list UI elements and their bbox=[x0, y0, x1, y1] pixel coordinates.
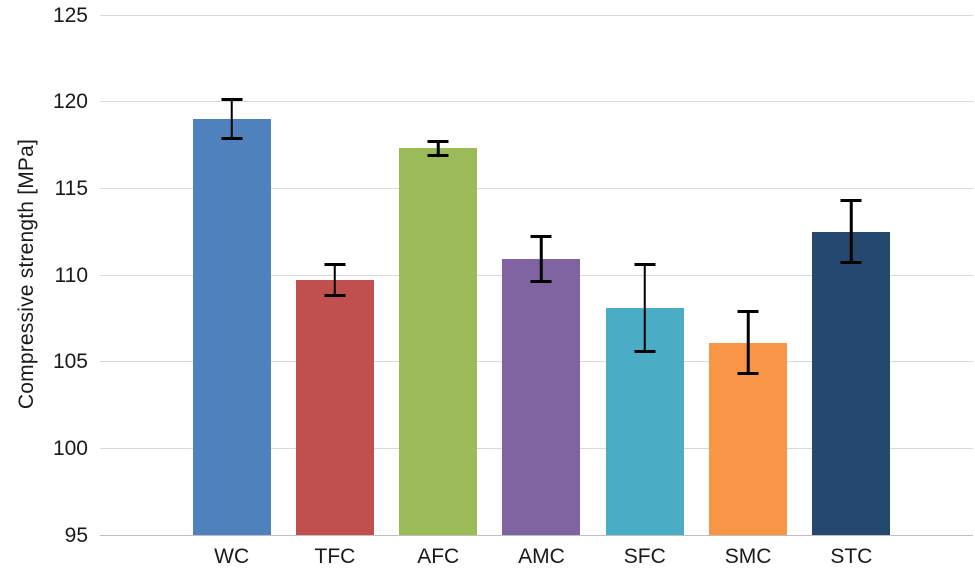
error-bar-cap-bottom bbox=[427, 153, 449, 157]
bar-slot bbox=[800, 15, 903, 535]
error-bar bbox=[230, 99, 233, 139]
error-bar-cap-bottom bbox=[840, 261, 862, 265]
bar-slot bbox=[180, 15, 283, 535]
bar-slot bbox=[387, 15, 490, 535]
y-tick-label: 95 bbox=[64, 523, 88, 547]
error-bar-cap-bottom bbox=[530, 280, 552, 284]
error-bar bbox=[540, 236, 543, 282]
bar-afc bbox=[399, 148, 478, 535]
x-tick-label-smc: SMC bbox=[724, 545, 772, 568]
bar-slot bbox=[593, 15, 696, 535]
error-bar bbox=[746, 311, 750, 374]
gridline bbox=[100, 101, 973, 103]
y-tick-label: 115 bbox=[54, 176, 88, 200]
error-bar-cap-top bbox=[634, 263, 656, 267]
gridline bbox=[100, 14, 973, 16]
x-tick-label-wc: WC bbox=[214, 545, 250, 568]
x-tick-label-tfc: TFC bbox=[314, 545, 356, 568]
error-bar-cap-top bbox=[221, 98, 243, 102]
error-bar-cap-top bbox=[530, 235, 552, 239]
plot-area bbox=[100, 14, 973, 536]
error-bar-cap-bottom bbox=[221, 136, 243, 140]
x-tick-label-stc: STC bbox=[830, 545, 873, 568]
error-bar bbox=[333, 264, 337, 296]
error-bar bbox=[850, 200, 853, 263]
bar-tfc bbox=[295, 280, 374, 535]
y-tick-label: 105 bbox=[52, 350, 88, 374]
y-tick-label: 120 bbox=[52, 90, 88, 114]
error-bar bbox=[436, 141, 440, 156]
x-tick-label-afc: AFC bbox=[417, 545, 460, 568]
error-bar-cap-top bbox=[427, 140, 449, 144]
error-bar-cap-top bbox=[840, 198, 862, 202]
bar-wc bbox=[192, 119, 271, 535]
y-tick-label: 125 bbox=[52, 3, 88, 27]
error-bar-cap-top bbox=[737, 309, 759, 313]
gridline bbox=[100, 534, 973, 536]
error-bar bbox=[643, 264, 647, 352]
bar-stc bbox=[812, 231, 891, 535]
y-tick-label: 110 bbox=[54, 263, 88, 287]
y-axis-ticks: 95 100 105 110 115 120 125 bbox=[0, 4, 88, 547]
x-tick-label-amc: AMC bbox=[518, 545, 565, 568]
error-bar-cap-top bbox=[324, 263, 346, 267]
gridline bbox=[100, 187, 973, 189]
bar-slot bbox=[283, 15, 386, 535]
error-bar-cap-bottom bbox=[634, 349, 656, 353]
error-bar-cap-bottom bbox=[324, 294, 346, 298]
bar-slot bbox=[696, 15, 799, 535]
bar-amc bbox=[502, 259, 581, 535]
y-tick-label: 100 bbox=[52, 436, 88, 460]
error-bar-cap-bottom bbox=[737, 372, 759, 376]
x-tick-label-sfc: SFC bbox=[623, 545, 666, 568]
bars-row bbox=[100, 15, 973, 535]
x-axis-labels: WC TFC AFC AMC SFC SMC STC bbox=[100, 537, 973, 574]
bar-slot bbox=[490, 15, 593, 535]
